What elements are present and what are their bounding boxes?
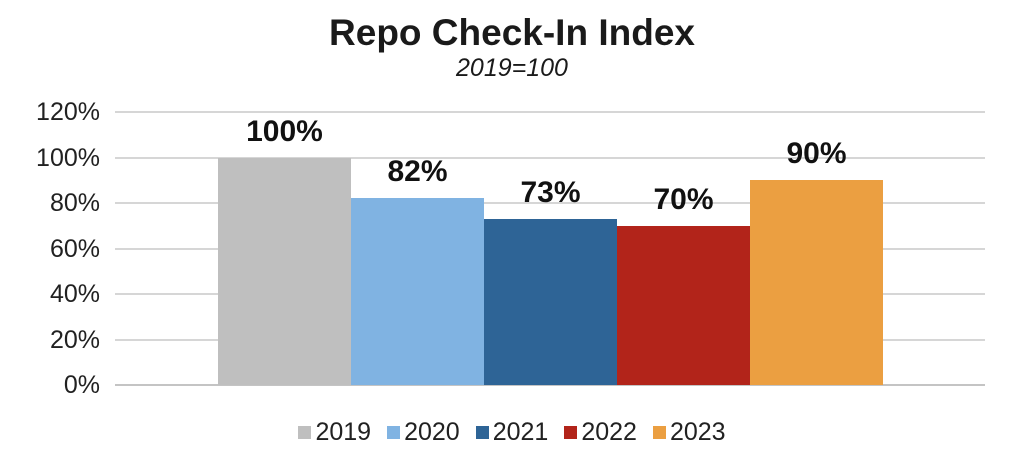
gridline-80 <box>115 202 985 204</box>
legend-label-2022: 2022 <box>581 418 637 446</box>
legend-swatch-2022 <box>564 425 578 439</box>
y-axis-tick-120%: 120% <box>36 98 100 126</box>
gridline-120 <box>115 111 985 113</box>
legend-swatch-2021 <box>475 425 489 439</box>
y-axis-tick-60%: 60% <box>49 234 100 263</box>
bar-value-label-2023: 90% <box>786 137 847 171</box>
legend-item-2020: 2020 <box>387 418 460 446</box>
legend-item-2021: 2021 <box>475 418 549 446</box>
y-axis-tick-80%: 80% <box>49 189 100 217</box>
legend: 2019 2020 2021 2022 2023 <box>0 418 1024 446</box>
legend-label-2023: 2023 <box>669 418 726 446</box>
bar-value-label-2019: 100% <box>246 114 323 148</box>
bar-2022 <box>617 225 750 385</box>
legend-item-2022: 2022 <box>564 418 637 446</box>
bar-value-label-2020: 82% <box>387 155 448 189</box>
y-axis-tick-0%: 0% <box>63 371 100 399</box>
bar-value-label-2021: 73% <box>520 175 581 209</box>
y-axis-tick-100%: 100% <box>36 143 100 172</box>
legend-swatch-2020 <box>387 425 401 439</box>
bar-2023 <box>750 180 883 385</box>
chart-title: Repo Check-In Index <box>329 12 695 53</box>
gridline-100 <box>115 156 985 159</box>
legend-swatch-2023 <box>652 425 666 439</box>
bar-2020 <box>351 198 484 385</box>
legend-swatch-2019 <box>298 425 312 439</box>
legend-item-2019: 2019 <box>298 418 371 446</box>
y-axis-tick-40%: 40% <box>49 280 100 308</box>
chart-subtitle: 2019=100 <box>456 54 568 82</box>
legend-label-2019: 2019 <box>315 418 372 446</box>
legend-label-2021: 2021 <box>492 418 549 446</box>
y-axis-tick-20%: 20% <box>49 325 100 354</box>
bar-2019 <box>218 157 351 385</box>
gridline-0 <box>115 384 985 386</box>
legend-item-2023: 2023 <box>652 418 726 446</box>
bar-2021 <box>484 218 617 385</box>
legend-label-2020: 2020 <box>404 418 460 446</box>
bar-value-label-2022: 70% <box>653 182 714 216</box>
